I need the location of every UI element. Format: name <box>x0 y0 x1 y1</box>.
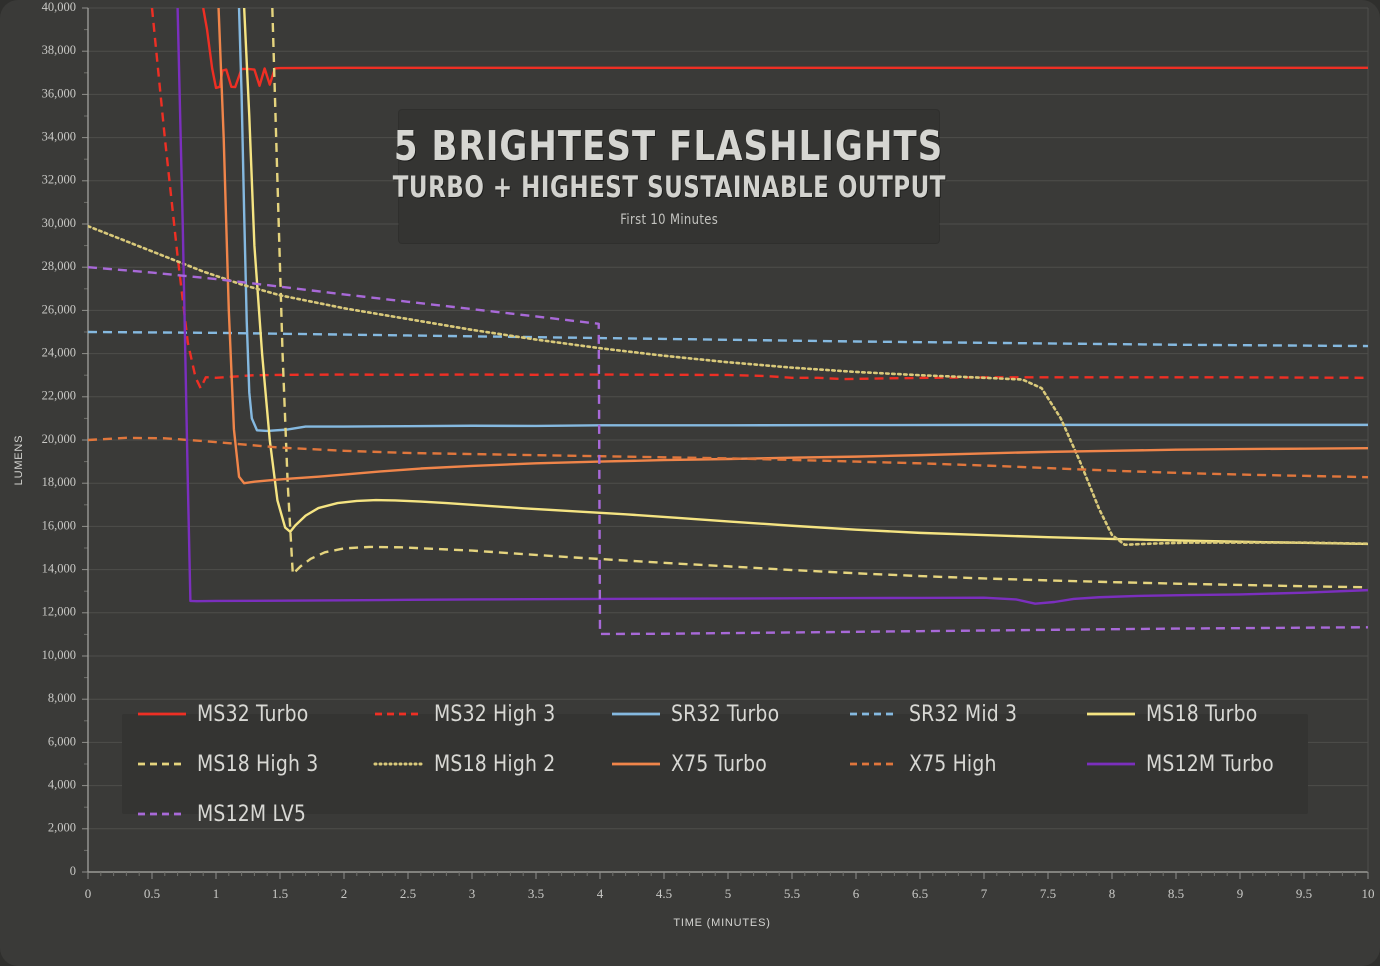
y-tick-label: 6,000 <box>48 734 76 748</box>
x-ticks-group: 0 0.5 1 1.5 2 2.5 3 3.5 4 4.5 5 5.5 6 6.5 7 7.5 8 8.5 9 9.5… <box>85 872 1375 901</box>
legend-item-ms32-turbo[interactable]: MS32 Turbo <box>122 689 359 739</box>
series-line-ms18-turbo <box>242 8 1368 546</box>
legend-item-label: MS12M Turbo <box>1145 751 1274 777</box>
legend-swatch-icon <box>848 757 900 771</box>
x-tick-label: 7.5 <box>1040 886 1056 901</box>
x-tick-label: 3.5 <box>528 886 544 901</box>
x-tick-label: 2 <box>341 886 348 901</box>
x-tick-label: 6.5 <box>912 886 928 901</box>
legend-item-ms18-high-2[interactable]: MS18 High 2 <box>359 739 596 789</box>
y-tick-label: 2,000 <box>48 821 76 835</box>
legend-swatch-icon <box>848 707 900 721</box>
series-line-ms18-high-2 <box>88 224 1368 547</box>
legend-swatch-icon <box>610 757 662 771</box>
legend-item-label: MS12M LV5 <box>197 801 307 827</box>
x-tick-label: 8.5 <box>1168 886 1184 901</box>
y-axis-title: LUMENS <box>13 435 25 486</box>
x-tick-label: 6 <box>853 886 860 901</box>
x-tick-label: 5.5 <box>784 886 800 901</box>
y-tick-label: 34,000 <box>42 129 76 143</box>
legend-item-label: MS18 Turbo <box>1145 701 1258 727</box>
legend-item-ms18-turbo[interactable]: MS18 Turbo <box>1071 689 1308 739</box>
y-tick-label: 32,000 <box>42 173 76 187</box>
x-tick-label: 0 <box>85 886 92 901</box>
x-tick-label: 0.5 <box>144 886 160 901</box>
x-tick-label: 7 <box>981 886 988 901</box>
series-line-ms12m-turbo <box>176 8 1368 605</box>
legend-item-sr32-mid-3[interactable]: SR32 Mid 3 <box>834 689 1071 739</box>
x-tick-label: 9 <box>1237 886 1244 901</box>
legend-swatch-icon <box>373 707 425 721</box>
series-line-ms32-turbo <box>202 8 1368 90</box>
y-tick-label: 40,000 <box>42 0 76 14</box>
x-tick-label: 1.5 <box>272 886 288 901</box>
series-line-ms32-high-3 <box>150 8 1368 390</box>
series-group <box>88 8 1368 636</box>
legend-swatch-icon <box>610 707 662 721</box>
y-tick-label: 16,000 <box>42 518 76 532</box>
legend-item-sr32-turbo[interactable]: SR32 Turbo <box>596 689 833 739</box>
x-tick-label: 5 <box>725 886 732 901</box>
chart-note: First 10 Minutes <box>620 212 718 229</box>
y-tick-label: 10,000 <box>42 648 76 662</box>
legend-item-x75-high[interactable]: X75 High <box>834 739 1071 789</box>
series-line-sr32-mid-3 <box>88 330 1368 348</box>
legend-item-ms12m-turbo[interactable]: MS12M Turbo <box>1071 739 1308 789</box>
y-tick-label: 30,000 <box>42 216 76 230</box>
x-tick-label: 10 <box>1362 886 1375 901</box>
x-tick-label: 1 <box>213 886 220 901</box>
legend-item-ms18-high-3[interactable]: MS18 High 3 <box>122 739 359 789</box>
legend-item-label: MS18 High 2 <box>434 751 556 777</box>
y-tick-label: 18,000 <box>42 475 76 489</box>
y-tick-label: 8,000 <box>48 691 76 705</box>
x-tick-label: 8 <box>1109 886 1116 901</box>
y-tick-label: 28,000 <box>42 259 76 273</box>
legend-item-label: X75 Turbo <box>671 751 768 777</box>
chart-title-plate: 5 BRIGHTEST FLASHLIGHTS TURBO + HIGHEST … <box>392 110 945 243</box>
series-line-x75-high <box>88 436 1368 479</box>
legend-item-label: SR32 Mid 3 <box>908 701 1017 727</box>
legend-swatch-icon <box>1085 757 1137 771</box>
page-title: 5 BRIGHTEST FLASHLIGHTS <box>394 121 944 170</box>
legend-item-label: X75 High <box>908 751 997 777</box>
series-line-sr32-turbo <box>237 8 1368 433</box>
y-tick-label: 14,000 <box>42 561 76 575</box>
y-tick-label: 12,000 <box>42 605 76 619</box>
y-tick-label: 24,000 <box>42 345 76 359</box>
series-line-x75-turbo <box>217 8 1368 485</box>
series-line-ms18-high-3 <box>271 8 1368 589</box>
legend-item-ms12m-lv5[interactable]: MS12M LV5 <box>122 789 359 839</box>
legend-swatch-icon <box>136 757 188 771</box>
x-tick-label: 2.5 <box>400 886 416 901</box>
chart-subtitle: TURBO + HIGHEST SUSTAINABLE OUTPUT <box>392 170 946 205</box>
series-line-ms12m-lv5 <box>88 266 1368 636</box>
x-axis-title: TIME (MINUTES) <box>673 917 770 929</box>
y-tick-label: 26,000 <box>42 302 76 316</box>
x-tick-label: 9.5 <box>1296 886 1312 901</box>
y-tick-label: 0 <box>70 864 76 878</box>
legend-swatch-icon <box>373 757 425 771</box>
legend-swatch-icon <box>136 807 188 821</box>
legend-item-x75-turbo[interactable]: X75 Turbo <box>596 739 833 789</box>
y-tick-label: 38,000 <box>42 43 76 57</box>
y-tick-label: 20,000 <box>42 432 76 446</box>
x-tick-label: 3 <box>469 886 476 901</box>
y-tick-label: 22,000 <box>42 389 76 403</box>
legend-swatch-icon <box>1085 707 1137 721</box>
x-tick-label: 4.5 <box>656 886 672 901</box>
legend-item-label: SR32 Turbo <box>671 701 780 727</box>
legend-swatch-icon <box>136 707 188 721</box>
legend-item-ms32-high-3[interactable]: MS32 High 3 <box>359 689 596 739</box>
y-tick-label: 36,000 <box>42 86 76 100</box>
legend-item-label: MS32 High 3 <box>434 701 556 727</box>
legend-item-label: MS18 High 3 <box>197 751 319 777</box>
legend-item-label: MS32 Turbo <box>197 701 309 727</box>
y-tick-label: 4,000 <box>48 777 76 791</box>
x-tick-label: 4 <box>597 886 604 901</box>
chart-legend: MS32 Turbo MS32 High 3 SR32 Turbo SR32 Mid … <box>122 701 1308 827</box>
